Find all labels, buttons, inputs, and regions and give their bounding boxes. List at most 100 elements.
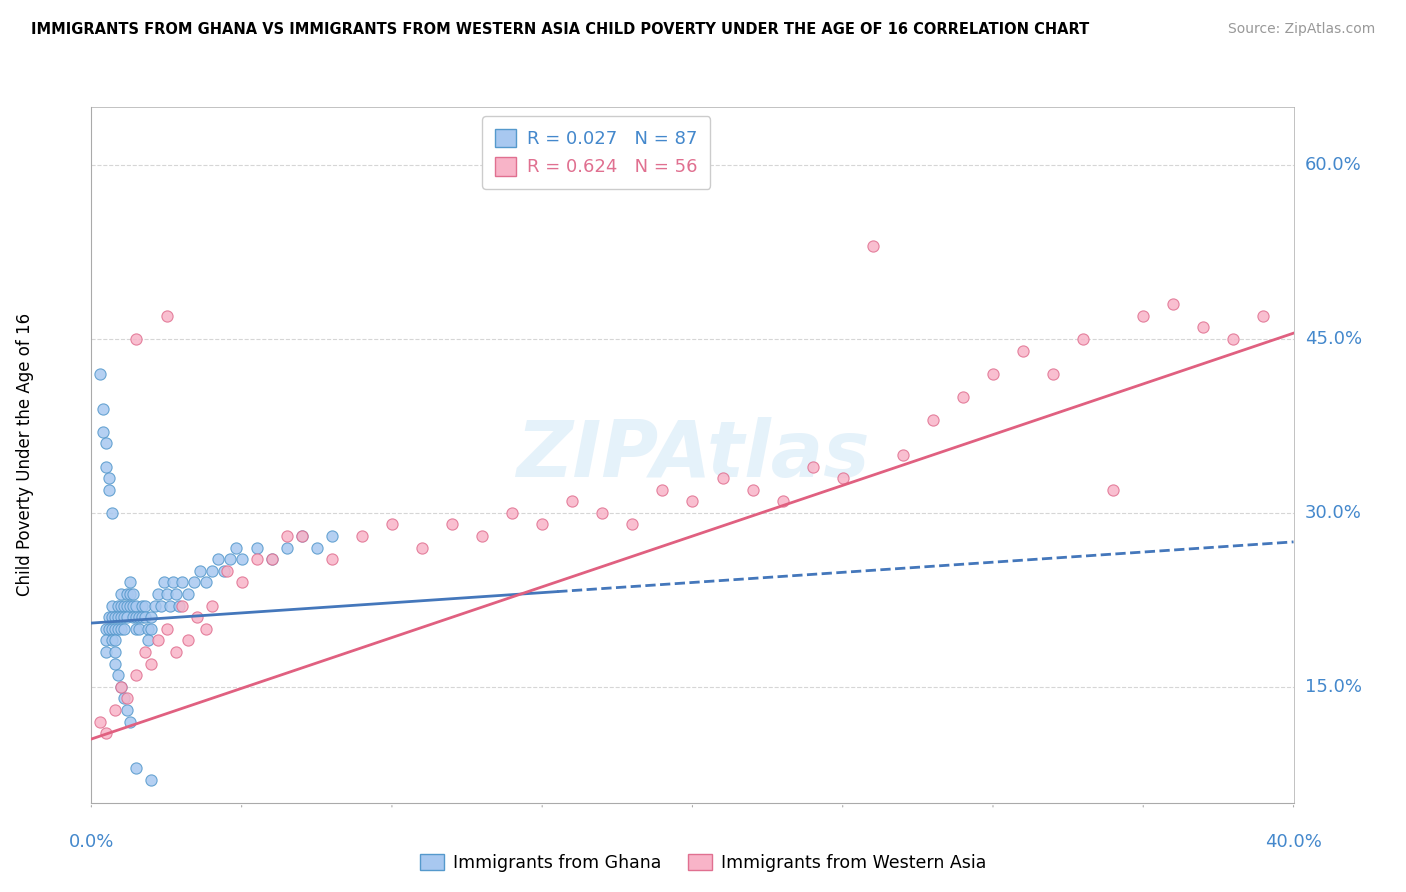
Point bbox=[170, 599, 193, 613]
Point bbox=[155, 309, 177, 323]
Point bbox=[159, 599, 181, 613]
Point bbox=[101, 506, 124, 520]
Point bbox=[741, 483, 763, 497]
Point bbox=[96, 622, 118, 636]
Point bbox=[162, 575, 184, 590]
Point bbox=[120, 714, 142, 729]
Point bbox=[591, 506, 613, 520]
Text: 0.0%: 0.0% bbox=[69, 833, 114, 851]
Point bbox=[146, 587, 169, 601]
Point bbox=[321, 552, 343, 566]
Point bbox=[440, 517, 463, 532]
Point bbox=[107, 599, 129, 613]
Point bbox=[291, 529, 314, 543]
Point bbox=[110, 599, 132, 613]
Point bbox=[114, 622, 136, 636]
Point bbox=[141, 610, 163, 624]
Point bbox=[862, 239, 884, 253]
Text: 45.0%: 45.0% bbox=[1305, 330, 1362, 348]
Point bbox=[128, 610, 150, 624]
Point bbox=[104, 703, 127, 717]
Point bbox=[101, 599, 124, 613]
Point bbox=[122, 587, 145, 601]
Point bbox=[149, 599, 172, 613]
Point bbox=[246, 541, 269, 555]
Point bbox=[93, 425, 115, 439]
Point bbox=[122, 599, 145, 613]
Point bbox=[104, 622, 127, 636]
Point bbox=[651, 483, 673, 497]
Point bbox=[891, 448, 914, 462]
Point bbox=[96, 726, 118, 740]
Point bbox=[350, 529, 373, 543]
Point bbox=[801, 459, 824, 474]
Point bbox=[110, 610, 132, 624]
Point bbox=[125, 610, 148, 624]
Point bbox=[96, 459, 118, 474]
Point bbox=[125, 761, 148, 775]
Point bbox=[125, 332, 148, 346]
Point bbox=[117, 610, 139, 624]
Point bbox=[218, 552, 240, 566]
Text: 15.0%: 15.0% bbox=[1305, 678, 1361, 696]
Point bbox=[96, 645, 118, 659]
Point bbox=[89, 367, 111, 381]
Text: Source: ZipAtlas.com: Source: ZipAtlas.com bbox=[1227, 22, 1375, 37]
Point bbox=[110, 680, 132, 694]
Point bbox=[122, 610, 145, 624]
Point bbox=[1161, 297, 1184, 311]
Point bbox=[110, 680, 132, 694]
Point bbox=[1042, 367, 1064, 381]
Point bbox=[260, 552, 283, 566]
Point bbox=[260, 552, 283, 566]
Point bbox=[176, 587, 198, 601]
Point bbox=[212, 564, 235, 578]
Legend: R = 0.027   N = 87, R = 0.624   N = 56: R = 0.027 N = 87, R = 0.624 N = 56 bbox=[482, 116, 710, 189]
Point bbox=[194, 575, 217, 590]
Point bbox=[138, 633, 160, 648]
Point bbox=[114, 610, 136, 624]
Point bbox=[134, 645, 156, 659]
Point bbox=[131, 599, 153, 613]
Point bbox=[128, 622, 150, 636]
Point bbox=[561, 494, 583, 508]
Point bbox=[96, 633, 118, 648]
Point bbox=[104, 657, 127, 671]
Point bbox=[101, 633, 124, 648]
Point bbox=[104, 645, 127, 659]
Point bbox=[831, 471, 853, 485]
Point bbox=[134, 599, 156, 613]
Point bbox=[176, 633, 198, 648]
Point bbox=[1071, 332, 1094, 346]
Point bbox=[381, 517, 404, 532]
Text: 40.0%: 40.0% bbox=[1265, 833, 1322, 851]
Point bbox=[107, 622, 129, 636]
Point bbox=[98, 622, 121, 636]
Point bbox=[117, 703, 139, 717]
Point bbox=[104, 610, 127, 624]
Point bbox=[141, 772, 163, 787]
Point bbox=[501, 506, 523, 520]
Point bbox=[141, 622, 163, 636]
Point bbox=[772, 494, 794, 508]
Point bbox=[107, 668, 129, 682]
Point bbox=[125, 668, 148, 682]
Point bbox=[1102, 483, 1125, 497]
Point bbox=[104, 633, 127, 648]
Point bbox=[120, 599, 142, 613]
Point bbox=[531, 517, 554, 532]
Point bbox=[146, 633, 169, 648]
Point bbox=[1132, 309, 1154, 323]
Text: IMMIGRANTS FROM GHANA VS IMMIGRANTS FROM WESTERN ASIA CHILD POVERTY UNDER THE AG: IMMIGRANTS FROM GHANA VS IMMIGRANTS FROM… bbox=[31, 22, 1090, 37]
Point bbox=[207, 552, 229, 566]
Point bbox=[110, 622, 132, 636]
Point bbox=[231, 575, 253, 590]
Point bbox=[186, 610, 208, 624]
Point bbox=[120, 575, 142, 590]
Point bbox=[1222, 332, 1244, 346]
Point bbox=[114, 691, 136, 706]
Legend: Immigrants from Ghana, Immigrants from Western Asia: Immigrants from Ghana, Immigrants from W… bbox=[413, 847, 993, 879]
Point bbox=[201, 564, 224, 578]
Point bbox=[98, 610, 121, 624]
Point bbox=[120, 587, 142, 601]
